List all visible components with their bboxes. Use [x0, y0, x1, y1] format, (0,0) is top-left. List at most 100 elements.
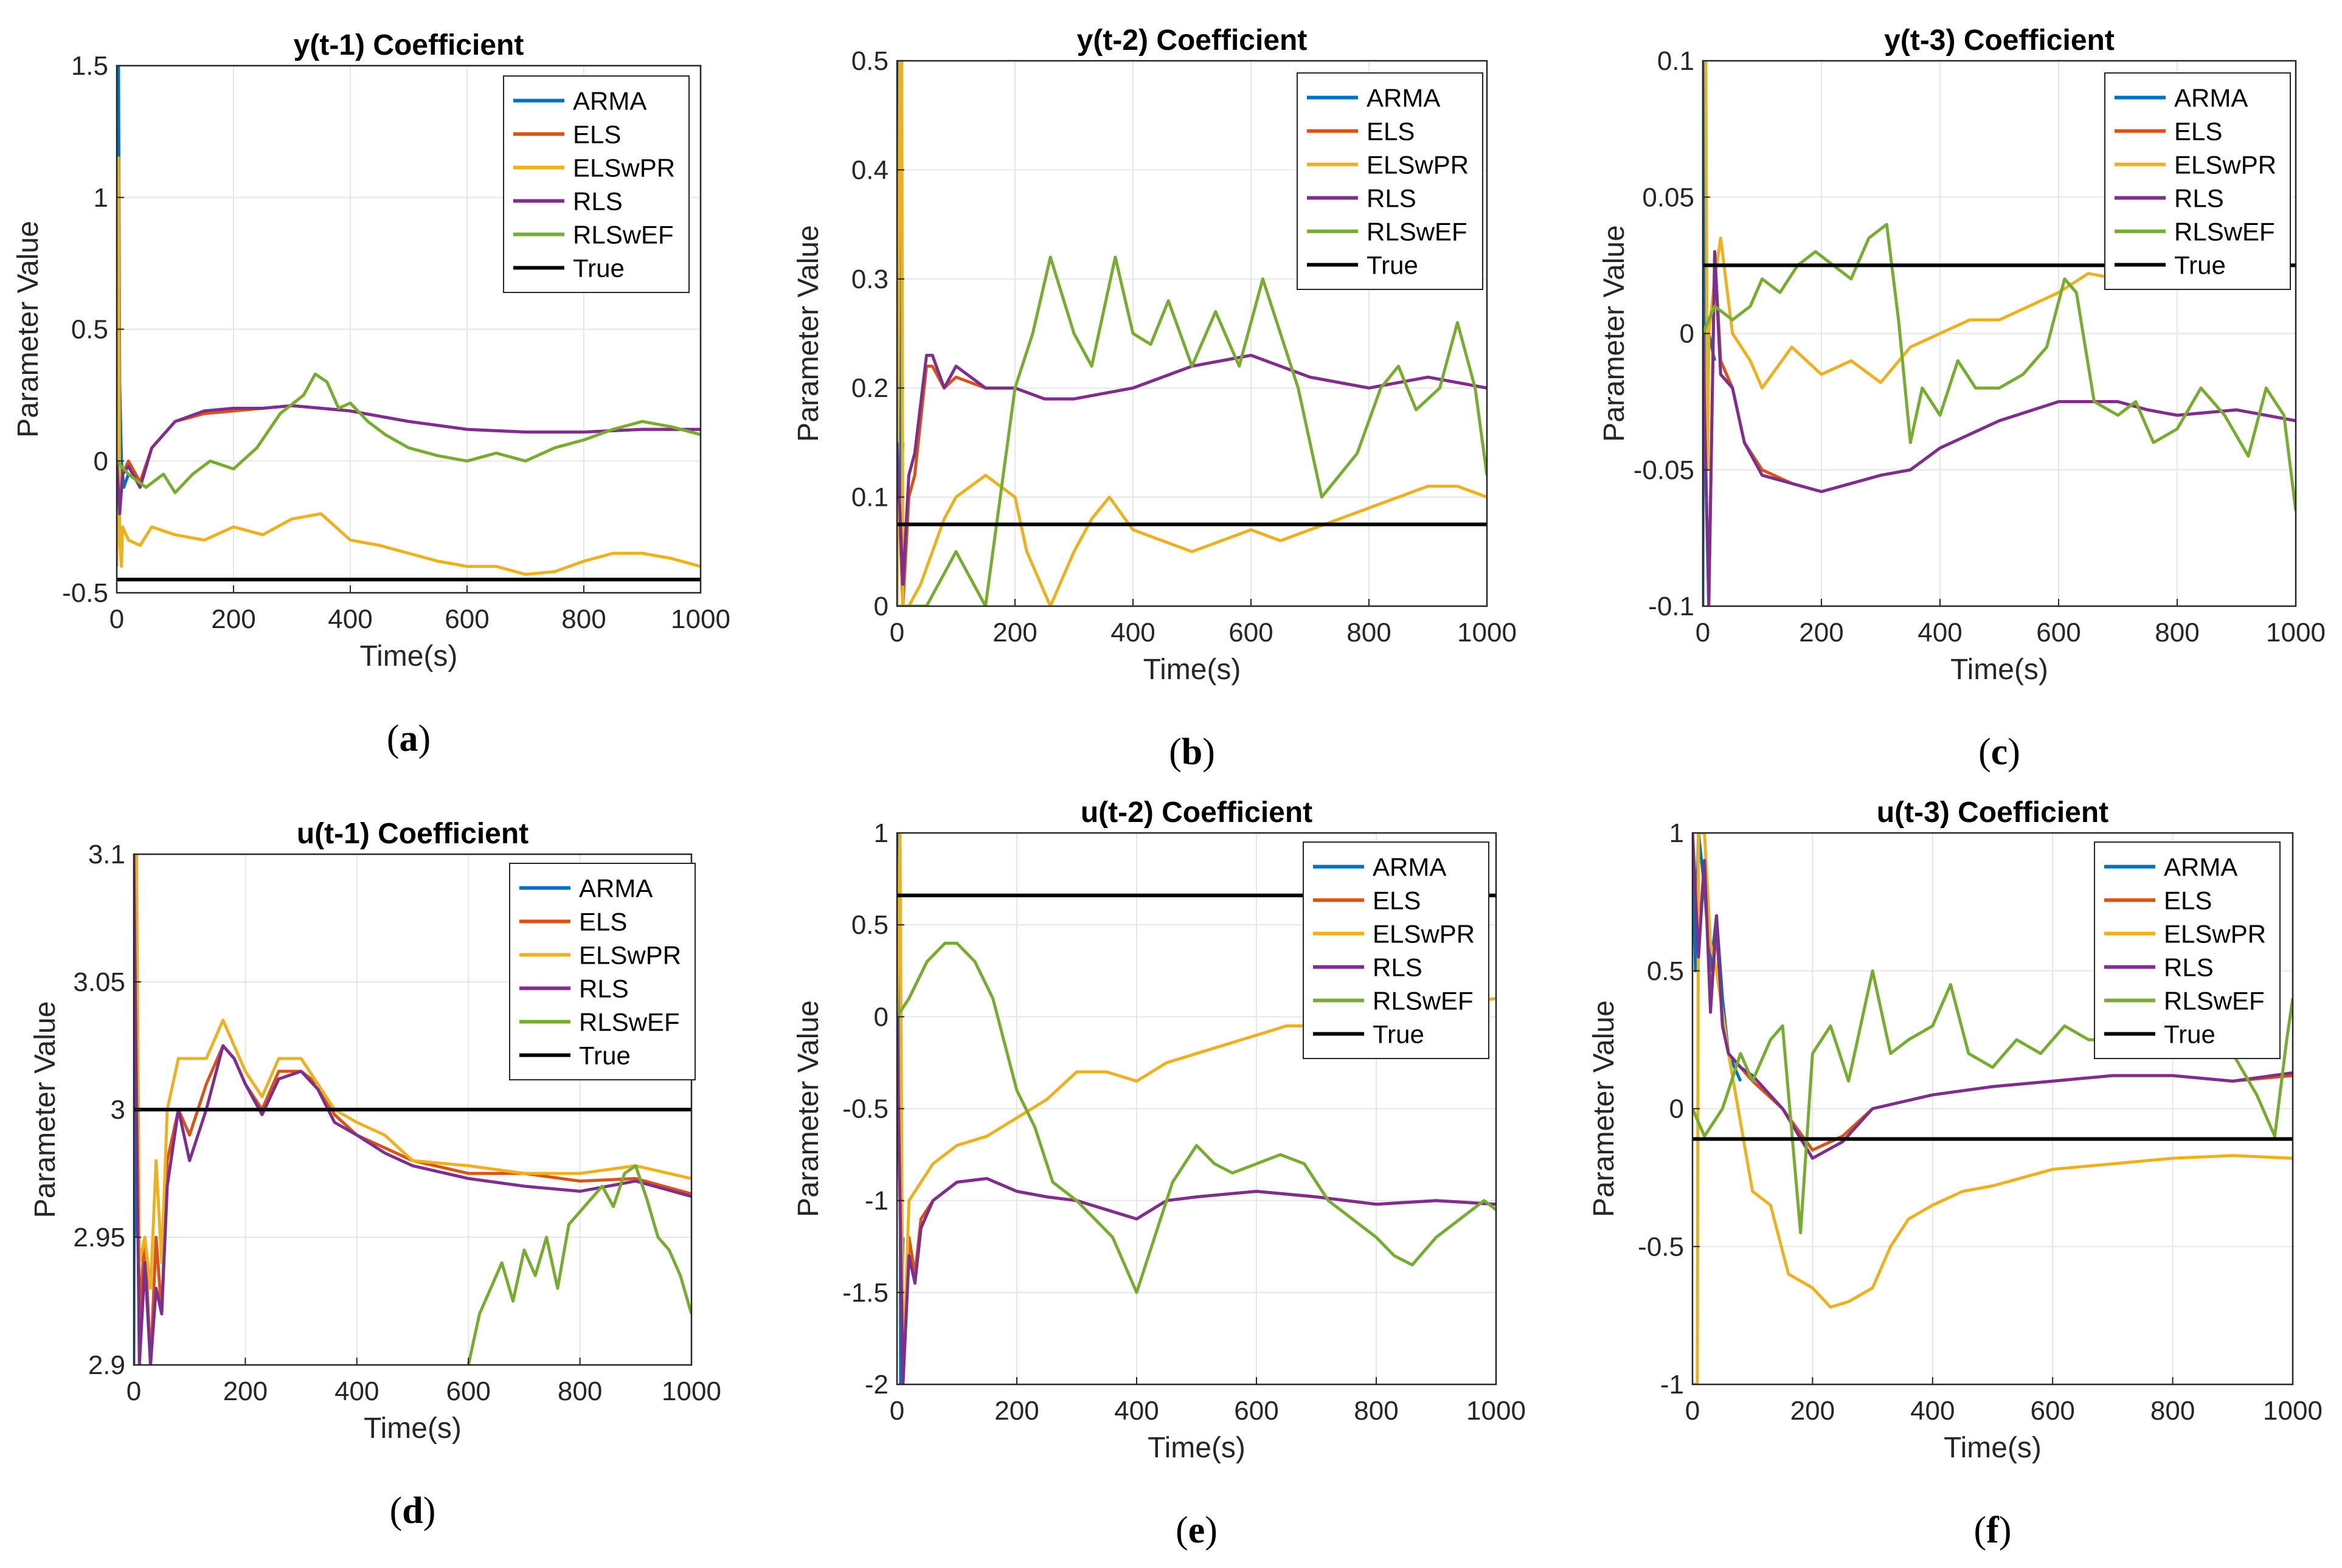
x-tick-label: 1000 [2266, 618, 2326, 648]
series-line-rls [1692, 833, 2293, 1160]
y-tick-label: 0.5 [851, 46, 889, 76]
y-axis-label: Parameter Value [1588, 1000, 1620, 1217]
legend-label: ARMA [573, 87, 646, 116]
legend-label: RLSwEF [1367, 218, 1467, 246]
panel-label: (d) [390, 1490, 436, 1532]
x-tick-label: 0 [1685, 1396, 1700, 1426]
panel-label: (b) [1169, 731, 1215, 773]
x-tick-label: 600 [2030, 1396, 2074, 1426]
x-tick-label: 1000 [1466, 1396, 1526, 1426]
series-line-elswpr [1692, 833, 2293, 1384]
y-tick-label: 0.1 [851, 483, 889, 513]
x-tick-label: 400 [1910, 1396, 1955, 1426]
chart-panel: 0 200 400 600 800 1000 -1 -0.5 0 0.5 1 u(t-3) Coeff… [1588, 796, 2323, 1551]
y-tick-label: 0.4 [851, 155, 889, 185]
series-line-rlswef [897, 255, 1487, 606]
y-tick-label: 0 [1680, 319, 1694, 349]
y-tick-label: -0.5 [842, 1094, 889, 1124]
series-line-rlswef [466, 1164, 691, 1365]
y-tick-label: 0.2 [851, 373, 889, 403]
legend-box [2094, 841, 2281, 1059]
legend-label: RLSwEF [2164, 987, 2265, 1015]
legend-label: True [1373, 1020, 1424, 1049]
legend-box [509, 863, 696, 1080]
y-tick-label: 0.5 [851, 910, 889, 940]
y-tick-label: 0 [94, 446, 108, 476]
chart-title: y(t-1) Coefficient [294, 29, 524, 61]
y-tick-label: -1 [865, 1186, 889, 1216]
x-tick-label: 1000 [2263, 1396, 2323, 1426]
series-line-elswpr [134, 854, 691, 1290]
legend-label: ELS [573, 120, 621, 149]
y-tick-label: 0 [874, 592, 889, 621]
chart-panel: 0 200 400 600 800 1000 -2 -1.5 -1 -0.5 0 0.5 1 u(t-2)… [792, 796, 1526, 1551]
y-tick-label: -1.5 [842, 1278, 889, 1308]
x-tick-label: 800 [561, 604, 606, 634]
y-axis-label: Parameter Value [1598, 225, 1630, 442]
x-tick-label: 200 [1790, 1396, 1835, 1426]
series-line-rlswef [117, 372, 701, 494]
series-line-rlswef [1703, 223, 2296, 511]
series-line-rls [897, 1017, 1496, 1384]
series-line-elswpr [897, 833, 1496, 1384]
legend-label: RLSwEF [573, 221, 674, 249]
y-tick-label: 0.05 [1642, 182, 1694, 212]
legend-label: ELSwPR [1373, 920, 1475, 948]
legend-label: True [2174, 251, 2226, 280]
y-axis-label: Parameter Value [12, 221, 44, 438]
legend-label: ARMA [2164, 853, 2237, 882]
x-tick-label: 400 [1114, 1396, 1159, 1426]
legend-label: RLS [2164, 953, 2214, 982]
x-tick-label: 1000 [671, 604, 730, 634]
chart-title: u(t-3) Coefficient [1877, 796, 2108, 829]
series-line-rls [1703, 250, 2296, 606]
y-tick-label: 1.5 [71, 51, 108, 81]
legend-label: RLS [579, 975, 629, 1003]
chart-title: y(t-3) Coefficient [1884, 24, 2115, 57]
legend-box [1297, 72, 1483, 290]
y-tick-label: -1 [1660, 1370, 1684, 1400]
x-tick-label: 0 [1696, 618, 1710, 648]
x-tick-label: 800 [1346, 618, 1391, 648]
x-tick-label: 0 [890, 1396, 904, 1426]
y-tick-label: 2.95 [73, 1223, 125, 1252]
x-tick-label: 800 [1354, 1396, 1398, 1426]
x-tick-label: 600 [2036, 618, 2080, 648]
x-tick-label: 600 [445, 604, 489, 634]
x-axis-label: Time(s) [1148, 1432, 1245, 1464]
x-tick-label: 800 [558, 1376, 602, 1406]
x-tick-label: 0 [890, 618, 904, 648]
y-tick-label: -0.5 [62, 578, 108, 608]
y-tick-label: 3.05 [73, 967, 125, 997]
y-tick-label: 1 [1669, 818, 1684, 848]
y-axis-label: Parameter Value [792, 1000, 825, 1217]
legend: ARMA ELS ELSwPR RLS RLSwEF True [1297, 72, 1483, 290]
legend-label: RLS [1373, 953, 1422, 982]
legend-label: ARMA [579, 874, 653, 903]
legend-label: RLS [1367, 184, 1416, 213]
series-line-elswpr [117, 156, 701, 576]
x-tick-label: 400 [1918, 618, 1962, 648]
series-line-rls [134, 854, 691, 1365]
chart-panel: 0 200 400 600 800 1000 2.9 2.95 3 3.05 3.1 u(t-1) C… [29, 818, 721, 1532]
series-line-rls [897, 353, 1487, 586]
x-tick-label: 600 [1234, 1396, 1278, 1426]
panel-label: (a) [387, 718, 431, 759]
legend-label: RLSwEF [579, 1008, 680, 1037]
series-line-rls [117, 404, 701, 516]
legend-label: RLSwEF [1373, 987, 1474, 1015]
y-axis-label: Parameter Value [792, 225, 825, 442]
legend-label: ELSwPR [2174, 151, 2276, 179]
legend-box [503, 75, 690, 293]
x-tick-label: 800 [2150, 1396, 2195, 1426]
x-tick-label: 200 [994, 1396, 1039, 1426]
y-tick-label: 0.5 [1647, 956, 1684, 986]
x-tick-label: 400 [1110, 618, 1155, 648]
x-tick-label: 200 [223, 1376, 268, 1406]
x-tick-label: 600 [1228, 618, 1273, 648]
x-axis-label: Time(s) [1944, 1432, 2042, 1464]
legend-label: ELS [1367, 117, 1415, 146]
x-tick-label: 600 [446, 1376, 490, 1406]
series-layer [897, 833, 1496, 1384]
chart-title: u(t-2) Coefficient [1081, 796, 1312, 829]
